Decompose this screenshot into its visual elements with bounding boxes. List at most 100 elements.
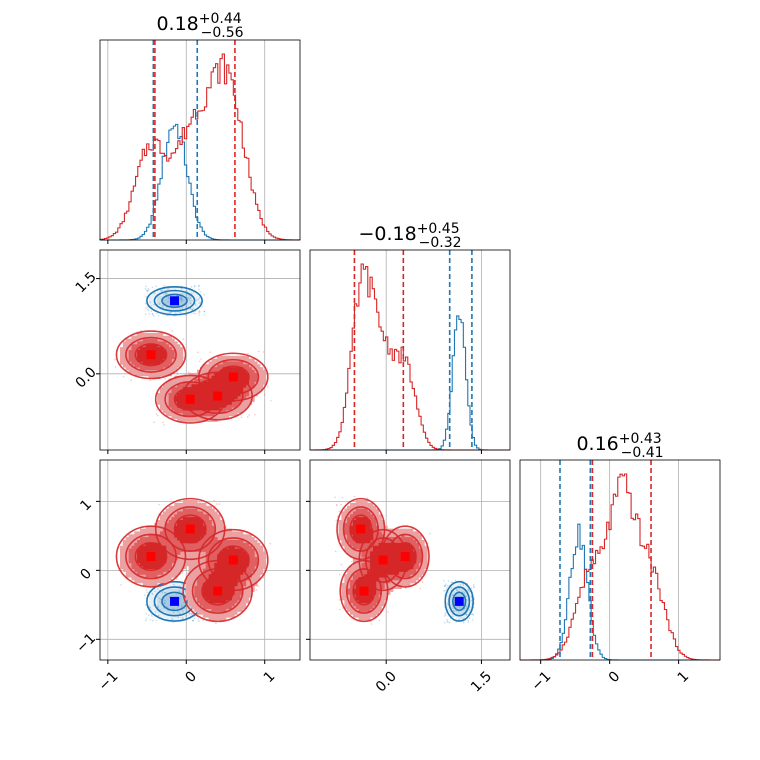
sample-point-blue [163,591,166,594]
sample-point-red [266,386,269,388]
sample-point-red [262,351,265,353]
sample-point-red [149,379,152,382]
sample-point-red [181,572,184,574]
sample-point-blue [467,621,469,623]
mode-marker-red [378,555,388,565]
sample-point-red [429,532,431,535]
sample-point-blue [150,613,153,616]
sample-point-blue [163,602,166,605]
sample-point-blue [154,291,156,294]
sample-point-blue [145,613,148,615]
sample-point-blue [190,286,193,288]
sample-point-blue [151,592,153,595]
sample-point-blue [457,618,460,621]
sample-point-blue [151,615,153,617]
sample-point-blue [168,596,171,598]
contour-line-red [339,559,389,623]
sample-point-blue [448,621,451,624]
sample-point-red [335,503,338,506]
sample-point-blue [444,612,446,615]
sample-point-blue [181,591,183,594]
sample-point-blue [454,579,457,582]
sample-point-blue [450,587,453,589]
sample-point-blue [171,618,173,621]
sample-point-blue [455,589,458,591]
sample-point-red [419,587,422,590]
sample-point-blue [462,582,464,585]
sample-point-blue [166,292,168,294]
contour-line-red [207,537,260,583]
sample-point-red [114,366,117,368]
sample-point-red [215,622,217,625]
sample-point-blue [146,290,149,293]
contour-line-blue [444,580,474,622]
mode-marker-layer [146,296,464,606]
sample-point-blue [150,310,153,313]
sample-point-blue [175,593,178,595]
sample-point-red [122,375,125,378]
sample-point-blue [144,287,147,290]
sample-point-blue [164,289,166,292]
sample-point-red [351,560,353,563]
sample-point-blue [143,594,146,597]
sample-point-blue [180,604,183,607]
sample-point-red [336,504,338,507]
density-panel-z-x [115,497,272,625]
x-tick-label-z: 0 [606,668,624,686]
sample-point-blue [189,308,192,310]
sample-point-blue [451,607,454,610]
sample-point-blue [164,599,166,602]
sample-point-red [338,510,341,513]
sample-point-blue [144,313,147,316]
sample-point-blue [463,592,466,594]
sample-point-red [176,372,179,375]
sample-point-blue [170,311,172,314]
mode-marker-red [185,394,195,404]
sample-point-blue [472,584,475,586]
sample-point-blue [188,297,190,300]
contour-line-red [173,514,207,544]
sample-point-blue [463,617,465,620]
contour-line-red [371,545,395,575]
density-panel-y-x [114,284,272,426]
sample-point-blue [198,296,201,299]
x-tick-label-y: 0.0 [373,668,400,695]
sample-point-blue [161,289,164,292]
sample-point-blue [456,590,459,592]
sample-point-blue [191,613,194,616]
sample-point-blue [147,289,150,291]
sample-point-blue [471,613,474,616]
sample-point-red [378,619,381,622]
axes-frame [99,39,301,241]
sample-point-blue [198,310,201,313]
histogram-blue-y [310,315,510,451]
sample-point-blue [444,585,447,587]
sample-point-blue [183,601,185,604]
sample-point-blue [180,287,183,290]
sample-point-blue [157,605,160,607]
sample-point-red [334,550,337,553]
sample-point-blue [155,619,158,622]
sample-point-blue [192,291,195,294]
contour-line-red [387,533,424,580]
sample-point-blue [145,285,147,288]
sample-point-blue [191,292,193,294]
sample-point-blue [197,618,200,620]
sample-point-blue [203,310,206,312]
sample-point-red [404,587,407,590]
sample-point-blue [149,606,151,609]
sample-point-blue [195,299,198,302]
sample-point-blue [471,619,474,621]
sample-point-blue [147,309,150,312]
x-tick-label-x: −1 [96,668,122,694]
sample-point-blue [179,596,182,598]
sample-point-blue [191,308,193,311]
sample-point-blue [462,622,465,624]
sample-point-blue [185,290,187,292]
contour-line-red [154,374,226,424]
sample-point-red [163,424,165,426]
sample-point-blue [159,289,162,292]
sample-point-blue [470,613,473,616]
sample-point-blue [194,304,197,306]
